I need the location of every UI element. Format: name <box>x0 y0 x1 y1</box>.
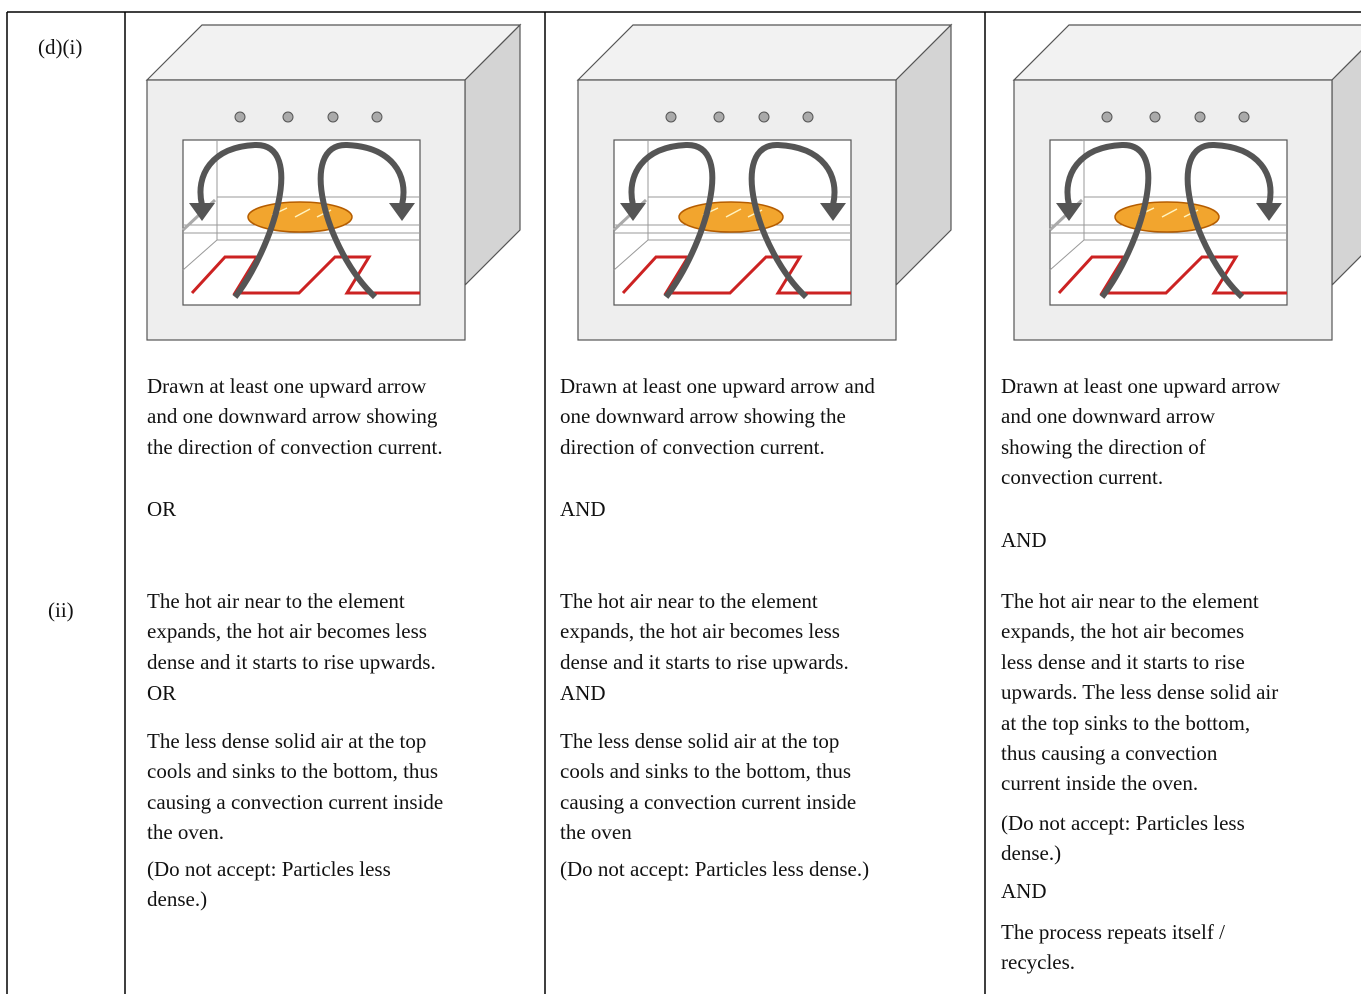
text-line: at the top sinks to the bottom, <box>1001 710 1251 735</box>
text-line: the oven. <box>147 820 224 845</box>
answer-text: The hot air near to the element expands, … <box>147 586 436 677</box>
connector: AND <box>1001 528 1047 552</box>
answer-text: Drawn at least one upward arrow and one d… <box>1001 371 1280 493</box>
answer-text: The process repeats itself / recycles. <box>1001 917 1225 978</box>
text-line: The process repeats itself / <box>1001 920 1225 944</box>
text-line: causing a convection current inside <box>560 789 857 814</box>
text-line: dense.) <box>1001 841 1062 866</box>
connector: AND <box>560 681 606 705</box>
text-line: expands, the hot air becomes <box>1001 619 1245 644</box>
text-line: and one downward arrow showing <box>147 404 438 429</box>
text-line: Drawn at least one upward arrow <box>147 374 427 398</box>
connector: AND <box>560 497 606 521</box>
text-line: The hot air near to the element <box>1001 589 1259 613</box>
text-line: the direction of convection current. <box>147 434 443 459</box>
connector: AND <box>1001 879 1047 903</box>
text-line: (Do not accept: Particles less <box>147 857 391 881</box>
text-line: less dense and it starts to rise <box>1001 649 1245 674</box>
text-line: cools and sinks to the bottom, thus <box>560 759 852 784</box>
text-line: upwards. The less dense solid air <box>1001 680 1279 705</box>
text-line: The hot air near to the element <box>560 589 818 613</box>
text-line: The hot air near to the element <box>147 589 405 613</box>
note: (Do not accept: Particles less dense.) <box>560 854 869 884</box>
text-line: showing the direction of <box>1001 434 1206 459</box>
text-line: Drawn at least one upward arrow <box>1001 374 1281 398</box>
text-line: recycles. <box>1001 950 1076 975</box>
answer-text: The hot air near to the element expands, … <box>1001 586 1278 799</box>
text-line: and one downward arrow <box>1001 404 1216 429</box>
oven-illustration <box>578 25 951 340</box>
part-label: (ii) <box>48 598 74 622</box>
note: (Do not accept: Particles less dense.) <box>147 854 391 915</box>
text-line: Drawn at least one upward arrow and <box>560 374 875 398</box>
connector: OR <box>147 681 177 705</box>
answer-text: The less dense solid air at the top cools… <box>560 726 856 848</box>
oven-illustration <box>1014 25 1361 340</box>
answer-text: The less dense solid air at the top cools… <box>147 726 443 848</box>
part-label: (d)(i) <box>38 35 83 59</box>
text-line: dense.) <box>147 887 208 912</box>
text-line: dense and it starts to rise upwards. <box>147 649 436 674</box>
text-line: expands, the hot air becomes less <box>147 619 427 644</box>
text-line: current inside the oven. <box>1001 771 1199 796</box>
answer-text: The hot air near to the element expands, … <box>560 586 849 677</box>
text-line: (Do not accept: Particles less <box>1001 811 1245 835</box>
text-line: the oven <box>560 820 632 845</box>
text-line: dense and it starts to rise upwards. <box>560 649 849 674</box>
text-line: The less dense solid air at the top <box>560 729 840 753</box>
text-line: (Do not accept: Particles less dense.) <box>560 857 870 881</box>
oven-illustration <box>147 25 520 340</box>
text-line: one downward arrow showing the <box>560 404 846 429</box>
note: (Do not accept: Particles less dense.) <box>1001 808 1245 869</box>
text-line: thus causing a convection <box>1001 740 1218 765</box>
answer-text: Drawn at least one upward arrow and one d… <box>147 371 443 462</box>
connector: OR <box>147 497 177 521</box>
text-line: causing a convection current inside <box>147 789 444 814</box>
answer-text: Drawn at least one upward arrow and one d… <box>560 371 875 462</box>
text-line: direction of convection current. <box>560 434 825 459</box>
text-line: convection current. <box>1001 465 1164 490</box>
text-line: The less dense solid air at the top <box>147 729 427 753</box>
text-line: expands, the hot air becomes less <box>560 619 840 644</box>
text-line: cools and sinks to the bottom, thus <box>147 759 439 784</box>
